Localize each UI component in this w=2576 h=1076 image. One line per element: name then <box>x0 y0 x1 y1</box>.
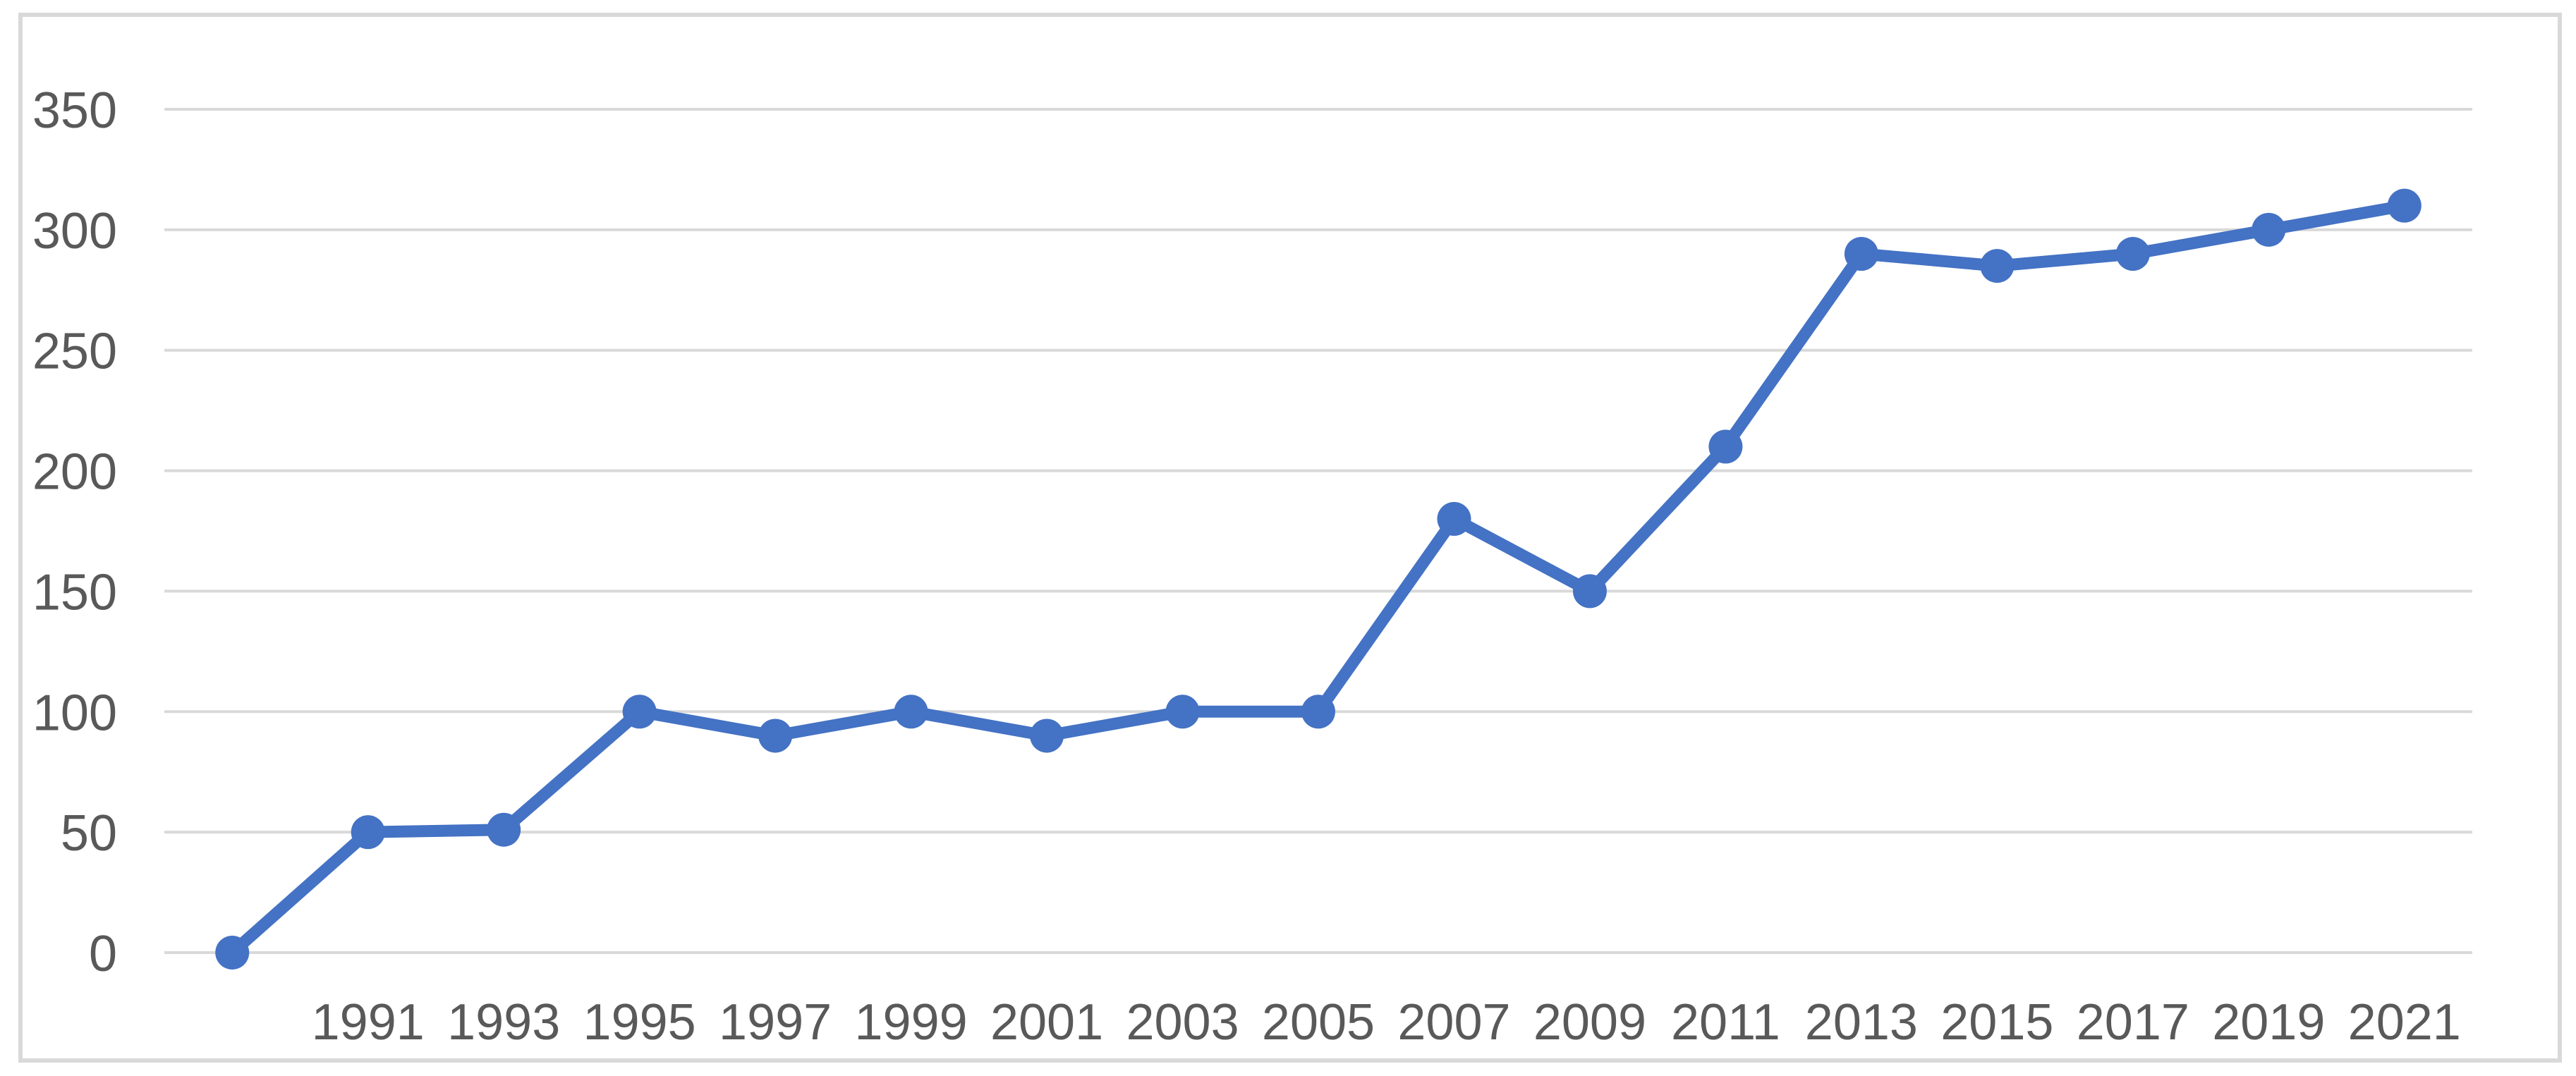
data-point-marker <box>2387 188 2422 223</box>
data-point-marker <box>758 719 793 753</box>
y-axis-tick-label: 200 <box>32 444 117 501</box>
x-axis-tick-label: 1999 <box>855 994 968 1051</box>
x-axis-tick-label: 1993 <box>447 994 560 1051</box>
data-point-marker <box>1572 574 1607 609</box>
data-point-marker <box>1844 237 1878 271</box>
y-axis-tick-label: 250 <box>32 324 117 380</box>
x-axis-tick-label: 2013 <box>1805 994 1918 1051</box>
data-point-marker <box>2252 212 2286 247</box>
x-axis-tick-label: 2001 <box>990 994 1103 1051</box>
y-axis-tick-label: 0 <box>89 926 117 982</box>
x-axis-tick-label: 2019 <box>2212 994 2325 1051</box>
series-line <box>226 200 2411 959</box>
chart-border <box>18 13 2562 1063</box>
x-axis-tick-label: 1997 <box>719 994 832 1051</box>
data-point-marker <box>215 936 250 970</box>
x-axis-tick-label: 2017 <box>2077 994 2189 1051</box>
x-axis-tick-label: 2021 <box>2348 994 2461 1051</box>
y-axis-tick-label: 50 <box>61 805 117 862</box>
data-point-marker <box>1980 249 2015 283</box>
data-point-marker <box>1030 719 1064 753</box>
x-axis-tick-label: 2003 <box>1126 994 1239 1051</box>
data-point-marker <box>894 695 928 729</box>
data-point-marker <box>487 812 521 847</box>
x-axis-tick-label: 1991 <box>312 994 425 1051</box>
data-point-marker <box>1708 429 1743 464</box>
y-axis-tick-label: 300 <box>32 203 117 259</box>
x-axis-tick-label: 2007 <box>1397 994 1510 1051</box>
data-point-marker <box>622 695 657 729</box>
data-point-marker <box>1165 695 1200 729</box>
y-axis-tick-label: 350 <box>32 82 117 139</box>
x-axis-tick-label: 2005 <box>1262 994 1375 1051</box>
data-point-marker <box>1437 501 1471 536</box>
x-axis-tick-label: 1995 <box>583 994 696 1051</box>
x-axis-tick-label: 2009 <box>1533 994 1646 1051</box>
y-axis-tick-label: 150 <box>32 564 117 620</box>
x-axis-tick-label: 2011 <box>1671 994 1780 1051</box>
data-point-marker <box>2115 237 2150 271</box>
data-point-marker <box>1301 695 1335 729</box>
x-axis-tick-label: 2015 <box>1940 994 2053 1051</box>
y-axis-tick-label: 100 <box>32 685 117 741</box>
data-point-marker <box>351 815 385 850</box>
